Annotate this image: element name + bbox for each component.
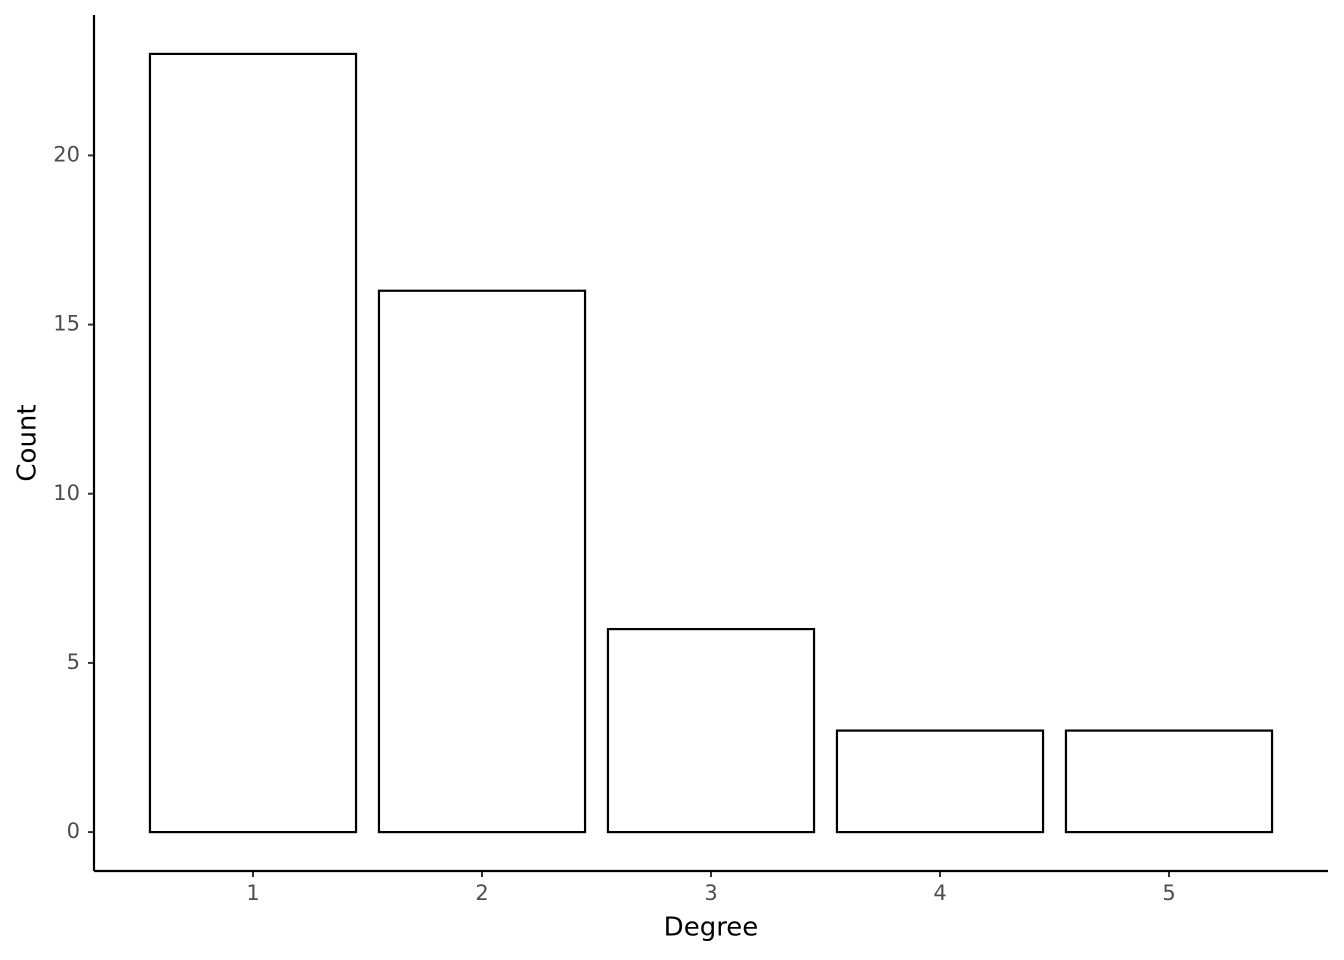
y-axis-title: Count [13,404,43,481]
y-tick-label: 5 [67,650,80,674]
y-tick-label: 10 [53,481,80,505]
bar [1064,729,1274,834]
x-tick-label: 5 [1162,881,1175,905]
y-tick-label: 15 [53,312,80,336]
x-tick-label: 1 [246,881,259,905]
x-axis-title: Degree [664,913,759,943]
bar [606,627,816,834]
x-tick-label: 3 [704,881,717,905]
x-tick-label: 2 [475,881,488,905]
y-tick-label: 0 [67,819,80,843]
bar [377,289,587,834]
x-tick-label: 4 [933,881,946,905]
bar [148,52,358,834]
y-tick-label: 20 [53,142,80,166]
bar [835,729,1045,834]
